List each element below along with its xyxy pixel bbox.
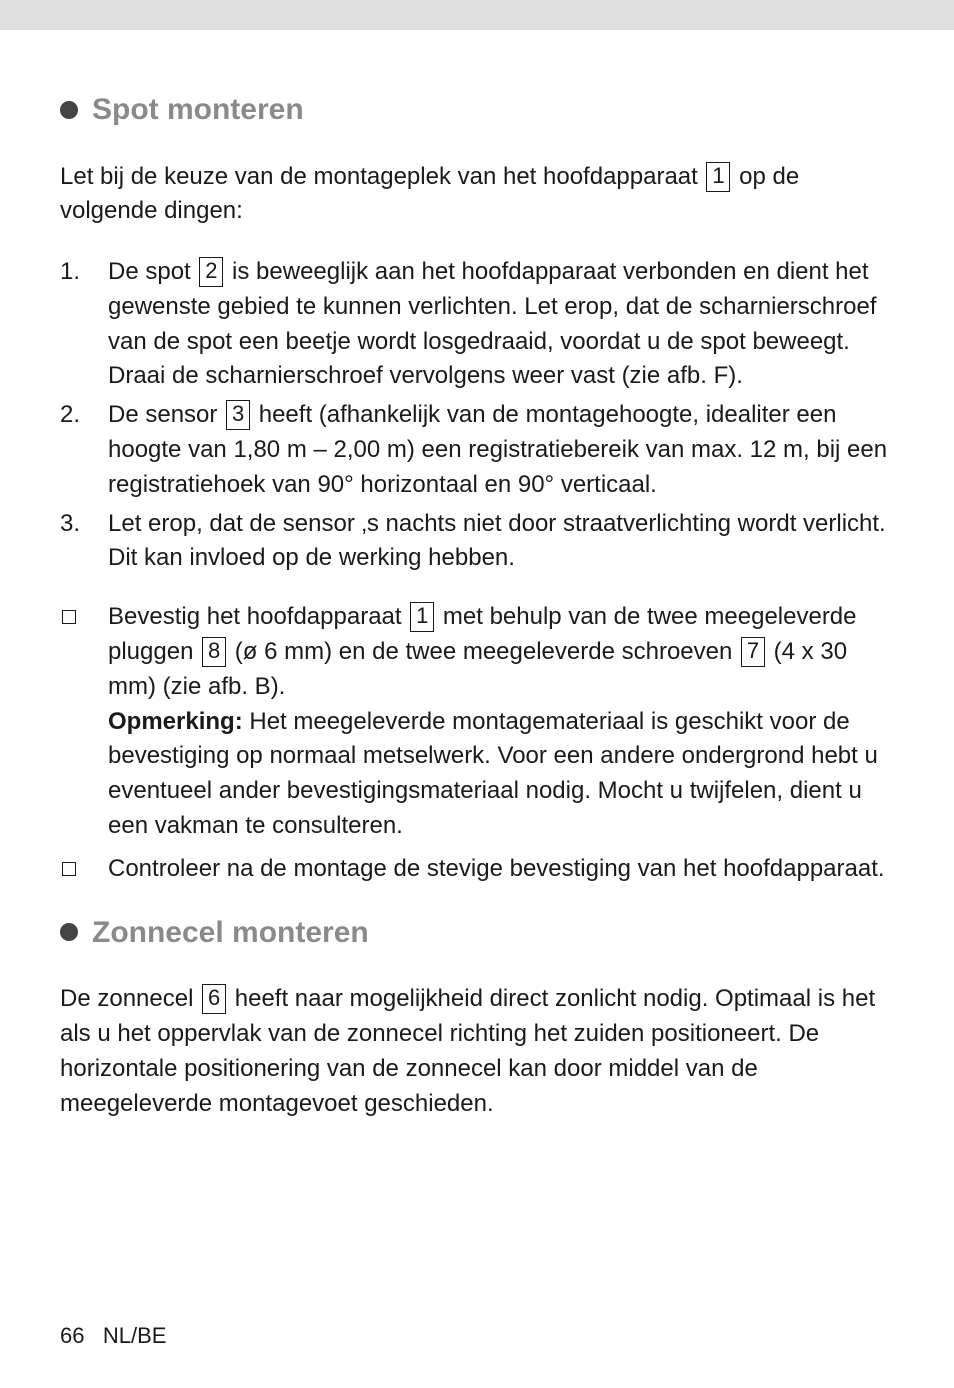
p-text: De zonnecel — [60, 985, 200, 1012]
box-ref-6: 6 — [202, 984, 226, 1014]
box-ref-1b: 1 — [410, 602, 434, 632]
list-item: Let erop, dat de sensor ‚s nachts niet d… — [60, 507, 894, 577]
list-item: De spot 2 is beweeglijk aan het hoofdapp… — [60, 255, 894, 394]
page-region: NL/BE — [103, 1323, 167, 1348]
li-text: De sensor — [108, 401, 224, 428]
bullet-icon — [60, 923, 78, 941]
box-ref-3: 3 — [226, 400, 250, 430]
page-footer: 66 NL/BE — [60, 1320, 166, 1352]
numbered-list: De spot 2 is beweeglijk aan het hoofdapp… — [60, 255, 894, 576]
checkbox-icon — [62, 610, 76, 624]
heading-zonnecel-monteren: Zonnecel monteren — [60, 911, 894, 955]
li-text: Controleer na de montage de stevige beve… — [108, 855, 885, 882]
li-text: Bevestig het hoofdapparaat — [108, 603, 408, 630]
box-ref-8: 8 — [202, 637, 226, 667]
heading-text: Spot monteren — [92, 88, 304, 132]
intro-pre: Let bij de keuze van de montageplek van … — [60, 163, 704, 190]
zonnecel-paragraph: De zonnecel 6 heeft naar mogelijkheid di… — [60, 982, 894, 1121]
list-item: De sensor 3 heeft (afhankelijk van de mo… — [60, 398, 894, 502]
box-ref-7: 7 — [741, 637, 765, 667]
box-ref-1: 1 — [706, 162, 730, 192]
li-text: Let erop, dat de sensor ‚s nachts niet d… — [108, 510, 886, 572]
li-text: heeft (afhankelijk van de montagehoogte,… — [108, 401, 887, 498]
list-item: Controleer na de montage de stevige beve… — [60, 852, 894, 887]
checkbox-list: Bevestig het hoofdapparaat 1 met behulp … — [60, 600, 894, 886]
page-number: 66 — [60, 1323, 84, 1348]
li-text: De spot — [108, 258, 197, 285]
checkbox-icon — [62, 862, 76, 876]
note-label: Opmerking: — [108, 708, 243, 735]
heading-text: Zonnecel monteren — [92, 911, 369, 955]
heading-spot-monteren: Spot monteren — [60, 88, 894, 132]
bullet-icon — [60, 101, 78, 119]
top-gray-bar — [0, 0, 954, 30]
intro-paragraph: Let bij de keuze van de montageplek van … — [60, 160, 894, 230]
list-item: Bevestig het hoofdapparaat 1 met behulp … — [60, 600, 894, 844]
box-ref-2: 2 — [199, 257, 223, 287]
li-text: (ø 6 mm) en de twee meegeleverde schroev… — [228, 638, 739, 665]
